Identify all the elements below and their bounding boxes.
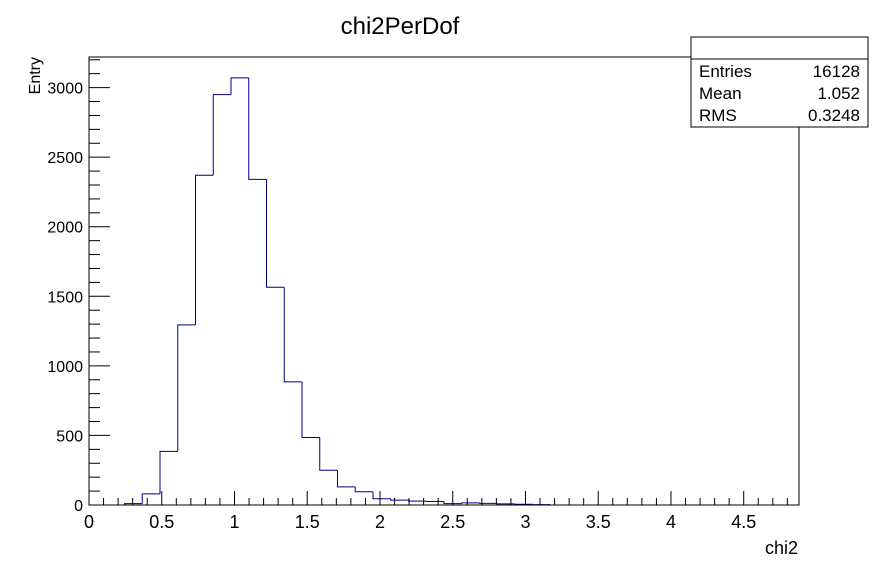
hist-bin-3 <box>177 324 196 452</box>
y-tick-label: 2000 <box>47 220 83 237</box>
hist-bin-14 <box>372 491 391 500</box>
hist-bin-10 <box>301 381 320 439</box>
hist-bin-18 <box>443 501 462 505</box>
hist-bin-6 <box>230 77 249 95</box>
hist-bin-9 <box>283 287 302 383</box>
hist-bin-21 <box>496 503 515 505</box>
x-tick-label: 1.5 <box>295 512 320 532</box>
hist-bin-13 <box>354 486 373 493</box>
y-axis-label: Entry <box>27 57 44 94</box>
x-axis-ticks: 0 0.5 1 1.5 2 2.5 3 3.5 4 4.5 <box>84 491 788 532</box>
x-tick-label: 0.5 <box>149 512 174 532</box>
stats-rms-label: RMS <box>699 106 737 125</box>
hist-bin-7 <box>248 77 267 180</box>
y-tick-label: 2500 <box>47 150 83 167</box>
hist-bin-8 <box>266 179 285 288</box>
stats-rms-value: 0.3248 <box>808 106 860 125</box>
hist-bin-19 <box>461 502 480 504</box>
x-tick-label: 1 <box>229 512 239 532</box>
stats-entries-value: 16128 <box>813 62 860 81</box>
hist-bin-12 <box>337 470 356 488</box>
y-tick-label: 0 <box>74 498 83 515</box>
hist-bin-4 <box>195 174 214 325</box>
x-axis-label: chi2 <box>765 538 798 558</box>
stats-mean-value: 1.052 <box>817 84 860 103</box>
y-tick-label: 1500 <box>47 289 83 306</box>
hist-bin-1 <box>141 493 160 504</box>
y-tick-label: 1000 <box>47 359 83 376</box>
y-tick-label: 500 <box>56 428 83 445</box>
hist-bin-16 <box>408 500 427 502</box>
stats-box: Entries 16128 Mean 1.052 RMS 0.3248 <box>690 36 869 128</box>
chart-title: chi2PerDof <box>341 13 460 40</box>
hist-bin-15 <box>390 498 409 501</box>
y-tick-label: 3000 <box>47 81 83 98</box>
x-tick-label: 3 <box>520 512 530 532</box>
stats-entries-label: Entries <box>699 62 752 81</box>
hist-bin-2 <box>159 450 178 494</box>
stats-mean-label: Mean <box>699 84 742 103</box>
x-tick-label: 3.5 <box>586 512 611 532</box>
x-tick-label: 2.5 <box>440 512 465 532</box>
x-tick-label: 4.5 <box>731 512 756 532</box>
plot-frame <box>88 56 800 506</box>
x-tick-label: 2 <box>375 512 385 532</box>
stats-box-frame <box>690 36 869 128</box>
hist-bin-11 <box>319 437 338 471</box>
y-axis-ticks: 0 500 1000 1500 2000 2500 3000 <box>47 59 110 515</box>
x-tick-label: 0 <box>84 512 94 532</box>
x-tick-label: 4 <box>666 512 676 532</box>
histogram-bins <box>124 77 551 506</box>
hist-bin-5 <box>212 94 231 176</box>
